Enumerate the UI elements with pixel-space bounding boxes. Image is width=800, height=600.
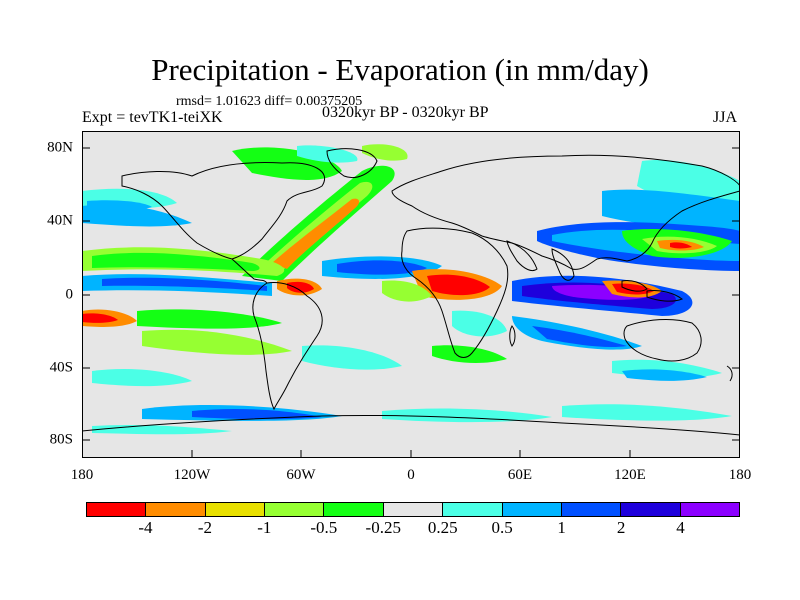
colorbar-swatch-7: [501, 502, 562, 517]
colorbar-label: 2: [616, 518, 626, 537]
colorbar-swatch-4: [323, 502, 384, 517]
colorbar-label: -0.5: [310, 518, 338, 537]
lat-label-40n: 40N: [47, 212, 73, 229]
rmsd-diff-stats: rmsd= 1.01623 diff= 0.00375205: [176, 94, 363, 109]
figure-title: Precipitation - Evaporation (in mm/day): [151, 52, 649, 87]
map-panel: [82, 131, 740, 458]
colorbar-label: 4: [676, 518, 685, 537]
lon-label-0: 0: [407, 467, 415, 483]
colorbar-swatch-8: [560, 502, 622, 517]
colorbar-swatch-6: [442, 502, 503, 517]
colorbar-swatch-2: [204, 502, 266, 517]
colorbar-swatch-1: [145, 502, 206, 517]
period-label: 0320kyr BP - 0320kyr BP: [322, 104, 489, 121]
lon-label-120w: 120W: [173, 467, 211, 483]
experiment-label: Expt = tevTK1-teiXK: [82, 109, 223, 126]
contour-fields: [82, 144, 740, 435]
axis-ticks: [82, 147, 740, 458]
colorbar-label: 1: [557, 518, 566, 537]
colorbar-label: -4: [138, 518, 153, 537]
lat-label-40s: 40S: [49, 359, 73, 376]
lat-label-80n: 80N: [47, 139, 73, 156]
colorbar-label: 0.25: [427, 518, 458, 537]
lon-label-180e: 180: [728, 467, 752, 483]
colorbar-label: -2: [197, 518, 212, 537]
colorbar-swatch-3: [264, 502, 325, 517]
colorbar-swatch-9: [620, 502, 681, 517]
colorbar-label: -1: [257, 518, 272, 537]
lat-label-80s: 80S: [49, 431, 73, 448]
colorbar-label: 0.5: [491, 518, 513, 537]
colorbar-swatch-0: [86, 502, 147, 517]
lon-label-180w: 180: [70, 467, 94, 483]
colorbar: [86, 502, 740, 517]
season-label: JJA: [713, 109, 738, 126]
lon-label-120e: 120E: [614, 467, 646, 483]
lat-label-0: 0: [65, 286, 74, 303]
lon-label-60e: 60E: [507, 467, 533, 483]
colorbar-label: -0.25: [365, 518, 401, 537]
lon-label-60w: 60W: [286, 467, 316, 483]
colorbar-swatch-10: [679, 502, 740, 517]
coastlines: [82, 148, 740, 436]
colorbar-swatch-5: [382, 502, 444, 517]
